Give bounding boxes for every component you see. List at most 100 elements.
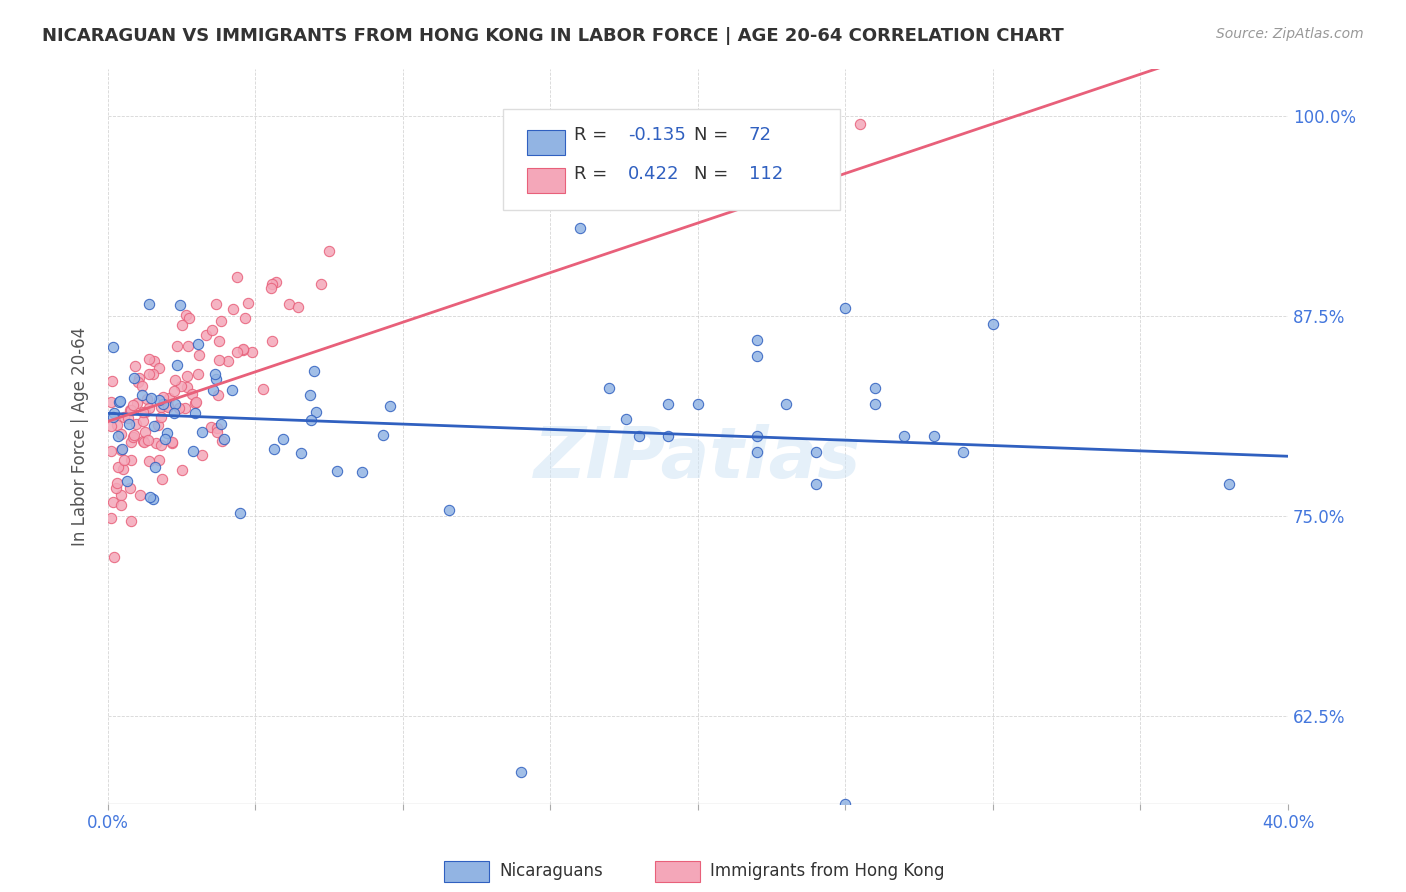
Point bbox=[138, 297, 160, 311]
Point bbox=[100, 444, 122, 458]
Point bbox=[229, 506, 252, 520]
Point bbox=[105, 481, 128, 495]
Point bbox=[305, 405, 328, 419]
Text: N =: N = bbox=[695, 165, 734, 183]
Point bbox=[122, 371, 145, 385]
Point bbox=[176, 369, 198, 384]
Point bbox=[131, 405, 153, 419]
Point bbox=[311, 277, 333, 291]
Point bbox=[184, 406, 207, 420]
Point bbox=[849, 118, 872, 132]
Point bbox=[236, 296, 259, 310]
Point bbox=[110, 443, 132, 458]
Point bbox=[132, 435, 155, 450]
Point bbox=[221, 384, 243, 398]
Point bbox=[233, 310, 256, 325]
Point bbox=[173, 401, 195, 415]
Point bbox=[157, 400, 180, 414]
Point bbox=[163, 384, 186, 399]
Point bbox=[190, 425, 212, 439]
Point bbox=[142, 367, 165, 381]
Point bbox=[107, 459, 129, 474]
Point bbox=[152, 390, 174, 404]
Point bbox=[304, 364, 326, 378]
Point bbox=[181, 443, 204, 458]
Text: NICARAGUAN VS IMMIGRANTS FROM HONG KONG IN LABOR FORCE | AGE 20-64 CORRELATION C: NICARAGUAN VS IMMIGRANTS FROM HONG KONG … bbox=[42, 27, 1064, 45]
Point bbox=[107, 429, 129, 443]
Point bbox=[162, 436, 184, 450]
FancyBboxPatch shape bbox=[527, 168, 565, 193]
Text: R =: R = bbox=[574, 165, 613, 183]
Point bbox=[146, 418, 169, 433]
Point bbox=[129, 487, 152, 501]
Point bbox=[101, 494, 124, 508]
Point bbox=[893, 429, 915, 443]
Point bbox=[211, 417, 233, 431]
Point bbox=[260, 281, 283, 295]
Point bbox=[205, 421, 228, 435]
Point bbox=[804, 445, 827, 459]
Point bbox=[169, 401, 191, 415]
Point bbox=[148, 452, 170, 467]
Point bbox=[745, 445, 768, 459]
Point bbox=[686, 397, 709, 411]
Point bbox=[1218, 477, 1240, 491]
Point bbox=[298, 387, 321, 401]
Point bbox=[134, 425, 156, 439]
FancyBboxPatch shape bbox=[655, 861, 700, 882]
Point bbox=[145, 460, 167, 475]
Point bbox=[187, 336, 209, 351]
Point bbox=[922, 429, 945, 443]
Point bbox=[139, 391, 162, 405]
Text: R =: R = bbox=[574, 127, 613, 145]
Point bbox=[657, 429, 679, 443]
Point bbox=[273, 432, 295, 446]
Point bbox=[207, 425, 229, 439]
Point bbox=[108, 395, 131, 409]
Point bbox=[111, 461, 134, 475]
Point bbox=[101, 409, 124, 424]
Point bbox=[981, 318, 1004, 332]
Point bbox=[202, 383, 225, 397]
Point bbox=[125, 417, 148, 431]
Point bbox=[103, 550, 125, 565]
FancyBboxPatch shape bbox=[503, 109, 839, 211]
Point bbox=[260, 334, 283, 349]
Point bbox=[139, 490, 162, 504]
Point bbox=[190, 448, 212, 462]
Point bbox=[217, 354, 239, 368]
Point bbox=[138, 401, 160, 415]
Point bbox=[745, 334, 768, 348]
Point bbox=[142, 354, 165, 368]
Point bbox=[260, 277, 283, 291]
Point bbox=[225, 270, 247, 285]
Point bbox=[598, 381, 620, 395]
Point bbox=[222, 301, 245, 316]
Y-axis label: In Labor Force | Age 20-64: In Labor Force | Age 20-64 bbox=[72, 326, 89, 546]
Point bbox=[157, 399, 180, 413]
Point bbox=[127, 375, 149, 389]
Point bbox=[775, 397, 797, 411]
Point bbox=[201, 323, 224, 337]
Point bbox=[205, 372, 228, 386]
Point bbox=[200, 419, 222, 434]
Point bbox=[148, 361, 170, 376]
Point bbox=[108, 394, 131, 409]
Point bbox=[131, 379, 153, 393]
Point bbox=[232, 342, 254, 356]
Point bbox=[177, 339, 200, 353]
FancyBboxPatch shape bbox=[527, 129, 565, 154]
Point bbox=[110, 488, 132, 502]
Text: ZIPatlas: ZIPatlas bbox=[534, 424, 862, 492]
Point bbox=[510, 764, 533, 779]
Point bbox=[614, 411, 637, 425]
Text: Source: ZipAtlas.com: Source: ZipAtlas.com bbox=[1216, 27, 1364, 41]
Point bbox=[118, 417, 141, 432]
Point bbox=[184, 395, 207, 409]
Point bbox=[211, 434, 233, 449]
Point bbox=[148, 392, 170, 407]
Text: 0.422: 0.422 bbox=[628, 165, 681, 183]
Point bbox=[122, 428, 145, 442]
Point bbox=[118, 403, 141, 417]
Point bbox=[208, 352, 231, 367]
